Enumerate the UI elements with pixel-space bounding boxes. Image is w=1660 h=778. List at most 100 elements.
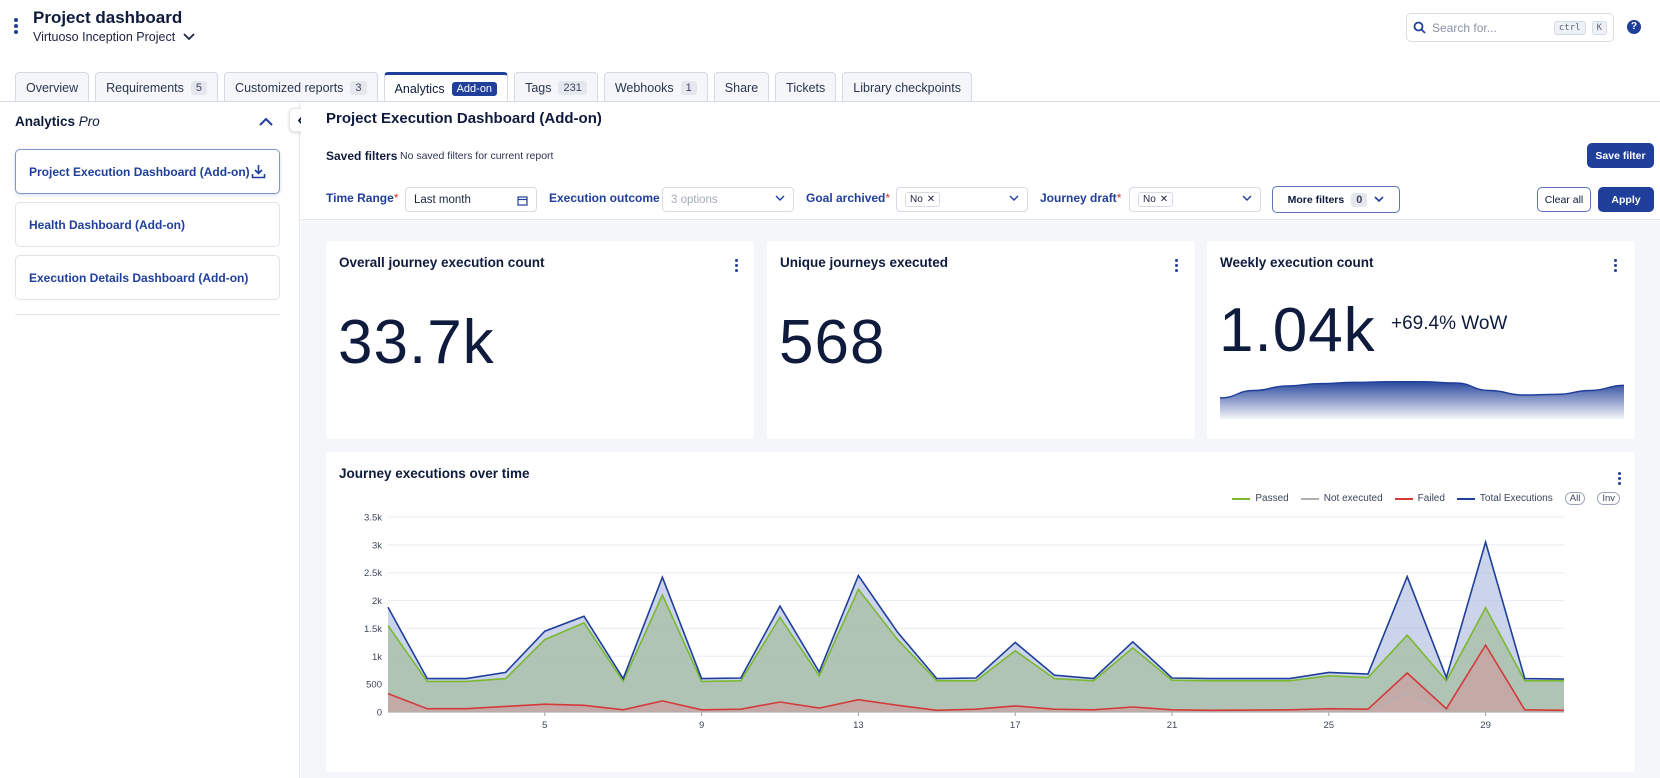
y-tick-label: 1.5k bbox=[364, 624, 382, 635]
tab-count-badge: 1 bbox=[680, 80, 697, 95]
tab-requirements[interactable]: Requirements 5 bbox=[95, 72, 219, 102]
y-tick-label: 1k bbox=[372, 652, 382, 663]
app-menu-icon[interactable] bbox=[12, 18, 20, 36]
y-tick-label: 2k bbox=[372, 596, 382, 607]
week-over-week-change: +69.4% WoW bbox=[1391, 313, 1508, 334]
y-tick-label: 3k bbox=[372, 540, 382, 551]
unique-journeys-value: 568 bbox=[779, 308, 886, 377]
project-selector[interactable]: Virtuoso Inception Project bbox=[33, 30, 195, 44]
tab-library-checkpoints[interactable]: Library checkpoints bbox=[842, 72, 972, 102]
tab-count-badge: 5 bbox=[190, 80, 208, 95]
help-icon[interactable]: ? bbox=[1627, 20, 1641, 34]
journey-executions-chart: 0 500 1k 1.5k 2k 2.5k 3k 3.5k 5 9 13 17 21 25 29 bbox=[364, 513, 1565, 731]
top-bar: Project dashboard Virtuoso Inception Pro… bbox=[0, 0, 1660, 70]
sidebar-item-label: Health Dashboard (Add-on) bbox=[29, 217, 185, 232]
execution-outcome-placeholder: 3 options bbox=[671, 193, 718, 206]
sidebar: Analytics Pro Project Execution Dashboar… bbox=[0, 102, 300, 778]
journey-executions-chart-card: Journey executions over time Passed Not … bbox=[326, 452, 1635, 772]
more-filters-button[interactable]: More filters 0 bbox=[1272, 186, 1400, 213]
time-range-label: Time Range* bbox=[326, 191, 399, 205]
card-menu-icon[interactable] bbox=[733, 259, 739, 275]
saved-filters-value: No saved filters for current report bbox=[400, 150, 554, 162]
main-content: Project Execution Dashboard (Add-on) Sav… bbox=[301, 102, 1660, 778]
overall-execution-card: Overall journey execution count 33.7k bbox=[326, 241, 754, 439]
x-tick-label: 13 bbox=[853, 720, 864, 731]
x-tick-label: 21 bbox=[1167, 720, 1178, 731]
legend-failed[interactable]: Failed bbox=[1394, 493, 1445, 504]
time-range-field[interactable]: Last month bbox=[405, 187, 537, 212]
tab-webhooks[interactable]: Webhooks 1 bbox=[603, 72, 708, 102]
sidebar-title: Analytics Pro bbox=[15, 114, 100, 129]
sidebar-item-execution-details[interactable]: Execution Details Dashboard (Add-on) bbox=[15, 255, 280, 300]
legend-all-button[interactable]: All bbox=[1564, 492, 1586, 505]
apply-button[interactable]: Apply bbox=[1598, 187, 1654, 212]
tab-count-badge: 3 bbox=[350, 80, 367, 95]
journey-draft-chip: No ✕ bbox=[1138, 192, 1174, 207]
card-menu-icon[interactable] bbox=[1173, 259, 1179, 275]
card-title: Weekly execution count bbox=[1220, 255, 1374, 270]
tab-label: Customized reports bbox=[235, 80, 344, 95]
sidebar-item-project-execution[interactable]: Project Execution Dashboard (Add-on) bbox=[15, 149, 280, 194]
chart-title: Journey executions over time bbox=[339, 466, 530, 481]
addon-badge: Add-on bbox=[451, 82, 498, 96]
tab-tickets[interactable]: Tickets bbox=[775, 72, 837, 102]
search-input[interactable]: Search for... bbox=[1432, 20, 1497, 35]
goal-archived-select[interactable]: No ✕ bbox=[896, 187, 1028, 212]
x-tick-label: 9 bbox=[699, 720, 704, 731]
sidebar-item-label: Project Execution Dashboard (Add-on) bbox=[29, 164, 250, 179]
more-filters-count: 0 bbox=[1351, 192, 1368, 207]
tab-label: Tags bbox=[525, 80, 552, 95]
tab-tags[interactable]: Tags 231 bbox=[514, 72, 598, 102]
clear-all-button[interactable]: Clear all bbox=[1537, 187, 1591, 212]
execution-outcome-label: Execution outcome bbox=[549, 191, 660, 205]
legend-not-executed[interactable]: Not executed bbox=[1300, 493, 1383, 504]
overall-execution-value: 33.7k bbox=[338, 308, 495, 377]
weekly-sparkline bbox=[1220, 381, 1624, 419]
x-tick-label: 25 bbox=[1324, 720, 1335, 731]
tab-share[interactable]: Share bbox=[713, 72, 770, 102]
journey-draft-select[interactable]: No ✕ bbox=[1129, 187, 1261, 212]
unique-journeys-card: Unique journeys executed 568 bbox=[767, 241, 1195, 439]
passed-line bbox=[387, 587, 1564, 684]
search-box[interactable]: Search for... ctrl K bbox=[1406, 13, 1614, 42]
chevron-up-icon[interactable] bbox=[258, 114, 274, 130]
tab-analytics[interactable]: Analytics Add-on bbox=[383, 72, 509, 103]
legend-total-executions[interactable]: Total Executions bbox=[1456, 493, 1553, 504]
chevron-down-icon bbox=[1242, 195, 1252, 201]
sparkline-area bbox=[1220, 381, 1624, 419]
download-icon[interactable] bbox=[251, 164, 266, 179]
tab-label: Overview bbox=[26, 80, 79, 95]
shortcut-k: K bbox=[1591, 20, 1607, 35]
card-menu-icon[interactable] bbox=[1612, 259, 1618, 275]
total-executions-line bbox=[387, 539, 1565, 681]
tab-overview[interactable]: Overview bbox=[15, 72, 90, 102]
remove-chip-icon[interactable]: ✕ bbox=[1159, 194, 1169, 205]
search-icon bbox=[1413, 21, 1426, 34]
tab-customized-reports[interactable]: Customized reports 3 bbox=[224, 72, 378, 102]
save-filter-button[interactable]: Save filter bbox=[1587, 143, 1654, 168]
chevron-down-icon bbox=[775, 195, 785, 201]
y-tick-label: 3.5k bbox=[364, 513, 382, 524]
remove-chip-icon[interactable]: ✕ bbox=[926, 194, 936, 205]
chart-legend: Passed Not executed Failed Total Executi… bbox=[1232, 492, 1620, 505]
sidebar-divider bbox=[15, 314, 280, 315]
shortcut-ctrl: ctrl bbox=[1553, 20, 1586, 35]
tab-bar: Overview Requirements 5 Customized report… bbox=[15, 72, 972, 103]
card-title: Overall journey execution count bbox=[339, 255, 545, 270]
failed-line bbox=[387, 643, 1565, 712]
legend-invert-button[interactable]: Inv bbox=[1597, 492, 1620, 505]
tab-label: Webhooks bbox=[614, 80, 674, 95]
legend-passed[interactable]: Passed bbox=[1232, 493, 1289, 504]
tab-count-badge: 231 bbox=[558, 80, 587, 95]
weekly-execution-value: 1.04k bbox=[1219, 296, 1376, 365]
y-tick-label: 0 bbox=[377, 708, 382, 719]
sidebar-item-health[interactable]: Health Dashboard (Add-on) bbox=[15, 202, 280, 247]
tab-label: Library checkpoints bbox=[853, 80, 961, 95]
calendar-icon bbox=[517, 196, 528, 206]
goal-archived-label: Goal archived* bbox=[806, 191, 891, 205]
execution-outcome-select[interactable]: 3 options bbox=[662, 187, 794, 212]
page-title: Project dashboard bbox=[33, 8, 183, 27]
x-tick-label: 17 bbox=[1010, 720, 1021, 731]
card-menu-icon[interactable] bbox=[1616, 472, 1622, 488]
not-executed-line bbox=[388, 691, 1564, 713]
